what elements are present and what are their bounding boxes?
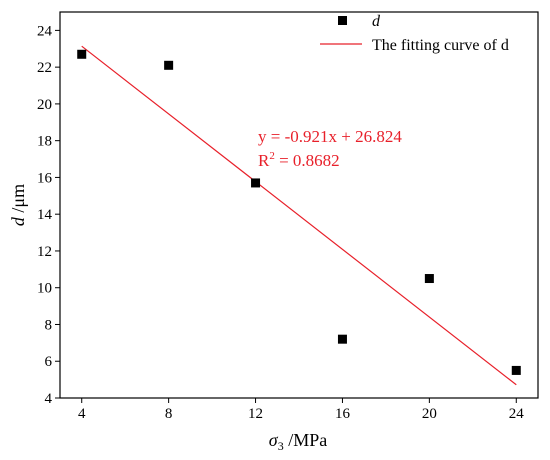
data-point — [511, 365, 521, 375]
legend-label-d: d — [372, 13, 381, 30]
x-axis: 4 8 12 16 20 24 — [78, 398, 524, 422]
points-layer — [77, 49, 521, 375]
x-tick-label: 12 — [248, 406, 263, 422]
y-axis-unit: /μm — [8, 184, 28, 217]
x-tick-label: 4 — [78, 406, 86, 422]
y-tick-label: 4 — [45, 391, 53, 407]
y-tick-label: 24 — [37, 23, 53, 39]
y-tick-label: 18 — [37, 134, 52, 150]
x-axis-symbol: σ — [269, 430, 279, 450]
plot-border — [59, 11, 539, 399]
x-tick-label: 8 — [165, 406, 173, 422]
legend: d The fitting curve of d — [320, 13, 509, 54]
fit-equation: y = -0.921x + 26.824 — [258, 127, 402, 146]
x-tick-label: 24 — [509, 406, 525, 422]
fit-annotation: y = -0.921x + 26.824 R2 = 0.8682 — [258, 127, 402, 170]
y-axis: 4 6 8 10 12 14 16 18 20 22 24 — [37, 23, 60, 407]
y-tick-label: 14 — [37, 207, 53, 223]
x-axis-title: σ3 /MPa — [269, 430, 327, 453]
y-tick-label: 10 — [37, 281, 52, 297]
legend-marker-d — [338, 16, 347, 25]
y-tick-label: 6 — [45, 354, 53, 370]
x-axis-unit: /MPa — [284, 430, 328, 450]
data-point — [337, 334, 347, 344]
legend-label-fit: The fitting curve of d — [372, 37, 509, 54]
y-tick-label: 8 — [45, 317, 53, 333]
data-point — [251, 178, 261, 188]
x-axis-subscript: 3 — [278, 439, 284, 453]
y-tick-label: 20 — [37, 97, 52, 113]
fit-line-layer — [81, 45, 517, 386]
data-point — [77, 49, 87, 59]
y-axis-title: d /μm — [8, 184, 28, 226]
plot-area — [59, 11, 539, 399]
fit-line — [81, 45, 517, 386]
x-tick-label: 16 — [335, 406, 351, 422]
y-tick-label: 22 — [37, 60, 52, 76]
data-point — [164, 60, 174, 70]
x-tick-label: 20 — [422, 406, 437, 422]
fit-r-squared: R2 = 0.8682 — [258, 150, 340, 170]
y-tick-label: 16 — [37, 170, 53, 186]
r2-exponent: 2 — [269, 150, 275, 162]
y-tick-label: 12 — [37, 244, 52, 260]
r2-prefix: R — [258, 151, 270, 170]
r2-value: = 0.8682 — [275, 151, 340, 170]
y-axis-symbol: d — [8, 216, 28, 226]
data-point — [424, 274, 434, 284]
